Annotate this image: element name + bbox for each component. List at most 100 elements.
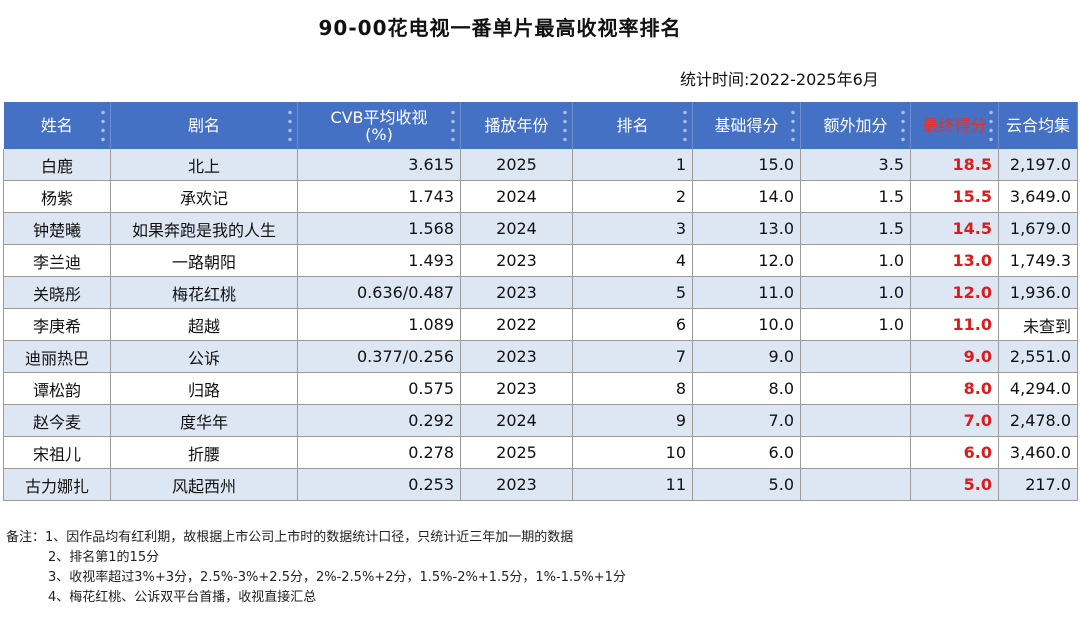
page-title: 90-00花电视一番单片最高收视率排名 [318,16,682,40]
cell-base-score: 6.0 [692,436,801,469]
cell-base-score: 15.0 [692,149,801,181]
cell-yunhe-avg: 3,649.0 [998,180,1078,213]
cell-name: 关晓彤 [3,276,111,309]
header-final-score: 最终得分 [910,102,999,149]
cell-base-score: 5.0 [692,468,801,501]
table-row: 李兰迪 一路朝阳 1.493 2023 4 12.0 1.0 13.0 1,749.3 [3,244,1078,277]
cell-rank: 3 [572,212,693,245]
cell-air-year: 2025 [460,436,573,469]
cell-bonus [800,468,911,501]
cell-name: 白鹿 [3,149,111,181]
cell-bonus: 1.0 [800,308,911,341]
cell-cvb-rating: 0.636/0.487 [297,276,461,309]
cell-bonus: 1.5 [800,180,911,213]
cell-base-score: 8.0 [692,372,801,405]
cell-final-score: 14.5 [910,212,999,245]
cell-bonus [800,340,911,373]
cell-rank: 4 [572,244,693,277]
cell-drama: 承欢记 [110,180,298,213]
cell-cvb-rating: 1.743 [297,180,461,213]
cell-final-score: 13.0 [910,244,999,277]
cell-yunhe-avg: 1,679.0 [998,212,1078,245]
cell-cvb-rating: 3.615 [297,149,461,181]
cell-air-year: 2023 [460,276,573,309]
cell-bonus [800,404,911,437]
header-drama: 剧名 [110,102,298,149]
table-row: 白鹿 北上 3.615 2025 1 15.0 3.5 18.5 2,197.0 [3,149,1078,181]
cell-cvb-rating: 1.089 [297,308,461,341]
note-line-1: 备注：1、因作品均有红利期，故根据上市公司上市时的数据统计口径，只统计近三年加一… [6,530,574,545]
cell-name: 宋祖儿 [3,436,111,469]
cell-drama: 一路朝阳 [110,244,298,277]
note-line-3: 3、收视率超过3%+3分，2.5%-3%+2.5分，2%-2.5%+2分，1.5… [48,570,626,585]
cell-rank: 9 [572,404,693,437]
table-row: 宋祖儿 折腰 0.278 2025 10 6.0 6.0 3,460.0 [3,436,1078,469]
cell-drama: 度华年 [110,404,298,437]
cell-air-year: 2023 [460,244,573,277]
cell-yunhe-avg: 2,551.0 [998,340,1078,373]
cell-name: 李庚希 [3,308,111,341]
cell-rank: 7 [572,340,693,373]
header-name: 姓名 [3,102,111,149]
cell-air-year: 2023 [460,340,573,373]
cell-yunhe-avg: 2,478.0 [998,404,1078,437]
cell-final-score: 5.0 [910,468,999,501]
cell-yunhe-avg: 2,197.0 [998,149,1078,181]
header-rank: 排名 [572,102,693,149]
cell-base-score: 13.0 [692,212,801,245]
ranking-table: 姓名 剧名 CVB平均收视 (%) 播放年份 排名 基础得分 额外加分 最终得分… [3,102,1078,501]
cell-name: 赵今麦 [3,404,111,437]
cell-bonus: 1.5 [800,212,911,245]
cell-cvb-rating: 0.575 [297,372,461,405]
cell-air-year: 2024 [460,180,573,213]
cell-final-score: 18.5 [910,149,999,181]
cell-rank: 2 [572,180,693,213]
notes: 备注：1、因作品均有红利期，故根据上市公司上市时的数据统计口径，只统计近三年加一… [6,528,626,608]
cell-drama: 梅花红桃 [110,276,298,309]
cell-name: 迪丽热巴 [3,340,111,373]
cell-yunhe-avg: 3,460.0 [998,436,1078,469]
table-row: 钟楚曦 如果奔跑是我的人生 1.568 2024 3 13.0 1.5 14.5 1,679.0 [3,212,1078,245]
cell-cvb-rating: 1.568 [297,212,461,245]
table-row: 谭松韵 归路 0.575 2023 8 8.0 8.0 4,294.0 [3,372,1078,405]
cell-drama: 北上 [110,149,298,181]
cell-final-score: 6.0 [910,436,999,469]
cell-final-score: 8.0 [910,372,999,405]
cell-yunhe-avg: 未查到 [998,308,1078,341]
cell-base-score: 11.0 [692,276,801,309]
cell-rank: 8 [572,372,693,405]
cell-name: 谭松韵 [3,372,111,405]
cell-yunhe-avg: 217.0 [998,468,1078,501]
cell-air-year: 2023 [460,468,573,501]
cell-cvb-rating: 1.493 [297,244,461,277]
cell-final-score: 9.0 [910,340,999,373]
cell-final-score: 12.0 [910,276,999,309]
table-row: 赵今麦 度华年 0.292 2024 9 7.0 7.0 2,478.0 [3,404,1078,437]
cell-drama: 归路 [110,372,298,405]
note-line-4: 4、梅花红桃、公诉双平台首播，收视直接汇总 [48,590,317,605]
cell-final-score: 15.5 [910,180,999,213]
cell-cvb-rating: 0.292 [297,404,461,437]
note-line-2: 2、排名第1的15分 [48,550,160,565]
cell-rank: 5 [572,276,693,309]
cell-cvb-rating: 0.278 [297,436,461,469]
cell-base-score: 10.0 [692,308,801,341]
cell-name: 李兰迪 [3,244,111,277]
cell-cvb-rating: 0.377/0.256 [297,340,461,373]
table-row: 迪丽热巴 公诉 0.377/0.256 2023 7 9.0 9.0 2,551.0 [3,340,1078,373]
header-cvb-rating: CVB平均收视 (%) [297,102,461,149]
header-base-score: 基础得分 [692,102,801,149]
cell-yunhe-avg: 1,936.0 [998,276,1078,309]
cell-base-score: 9.0 [692,340,801,373]
cell-bonus: 3.5 [800,149,911,181]
cell-cvb-rating: 0.253 [297,468,461,501]
cell-final-score: 7.0 [910,404,999,437]
cell-base-score: 12.0 [692,244,801,277]
cell-yunhe-avg: 1,749.3 [998,244,1078,277]
cell-drama: 公诉 [110,340,298,373]
cell-rank: 6 [572,308,693,341]
header-bonus: 额外加分 [800,102,911,149]
cell-air-year: 2025 [460,149,573,181]
header-air-year: 播放年份 [460,102,573,149]
cell-bonus: 1.0 [800,244,911,277]
